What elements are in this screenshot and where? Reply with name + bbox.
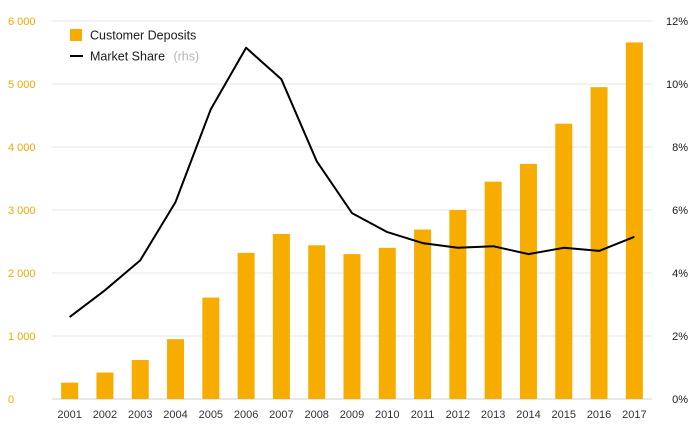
x-tick-label: 2011 <box>411 409 435 421</box>
x-tick-label: 2010 <box>375 409 399 421</box>
gridlines <box>52 20 652 400</box>
left-tick-label: 3 000 <box>8 205 36 217</box>
legend-label-deposits: Customer Deposits <box>90 29 196 43</box>
bar-2007 <box>272 233 290 399</box>
bar-2014 <box>519 164 537 399</box>
legend: Customer Deposits Market Share (rhs) <box>70 29 199 65</box>
legend-swatch-deposits <box>70 29 82 41</box>
legend-label-market-share-name: Market Share <box>90 50 165 64</box>
bar-2013 <box>484 181 502 399</box>
bar-2001 <box>61 382 79 399</box>
bar-2017 <box>625 42 643 400</box>
x-tick-label: 2001 <box>57 409 81 421</box>
bar-2010 <box>378 247 396 399</box>
x-tick-label: 2008 <box>304 409 328 421</box>
left-tick-label: 6 000 <box>8 16 36 28</box>
x-tick-label: 2013 <box>481 409 505 421</box>
right-axis-ticks: 0% 2% 4% 6% 8% 10% 12% <box>666 16 688 406</box>
x-tick-label: 2003 <box>128 409 152 421</box>
legend-label-market-share-suffix: (rhs) <box>173 50 199 64</box>
right-tick-label: 2% <box>672 331 688 343</box>
right-tick-label: 4% <box>672 268 688 280</box>
left-tick-label: 2 000 <box>8 268 36 280</box>
right-tick-label: 0% <box>672 394 688 406</box>
x-tick-label: 2009 <box>340 409 364 421</box>
bar-2009 <box>343 254 361 399</box>
x-tick-label: 2006 <box>234 409 258 421</box>
bar-series <box>61 42 643 400</box>
left-tick-label: 5 000 <box>8 79 36 91</box>
bar-2006 <box>237 252 255 399</box>
right-tick-label: 12% <box>666 16 688 28</box>
bar-2008 <box>308 245 326 399</box>
left-tick-label: 0 <box>8 394 14 406</box>
x-tick-label: 2002 <box>93 409 117 421</box>
bar-2002 <box>96 372 114 399</box>
x-axis-ticks: 2001 2002 2003 2004 2005 2006 2007 2008 2009 2010… <box>57 409 646 421</box>
bar-2015 <box>555 123 573 399</box>
right-tick-label: 10% <box>666 79 688 91</box>
bar-2012 <box>449 210 467 399</box>
x-tick-label: 2005 <box>199 409 223 421</box>
x-tick-label: 2012 <box>446 409 470 421</box>
bar-2003 <box>131 359 149 399</box>
left-tick-label: 1 000 <box>8 331 36 343</box>
line-series <box>68 46 635 318</box>
left-axis-ticks: 0 1 000 2 000 3 000 4 000 5 000 6 000 <box>8 16 36 406</box>
bar-2016 <box>590 87 608 400</box>
x-tick-label: 2004 <box>163 409 187 421</box>
bar-2011 <box>414 229 432 399</box>
x-tick-label: 2007 <box>269 409 293 421</box>
right-tick-label: 8% <box>672 142 688 154</box>
market-share-line <box>68 46 635 318</box>
x-tick-label: 2016 <box>587 409 611 421</box>
x-tick-label: 2014 <box>516 409 540 421</box>
left-tick-label: 4 000 <box>8 142 36 154</box>
x-tick-label: 2017 <box>622 409 646 421</box>
legend-label-market-share: Market Share (rhs) <box>90 48 199 65</box>
x-tick-label: 2015 <box>552 409 576 421</box>
bar-2005 <box>202 297 220 399</box>
bar-2004 <box>167 339 185 399</box>
right-tick-label: 6% <box>672 205 688 217</box>
